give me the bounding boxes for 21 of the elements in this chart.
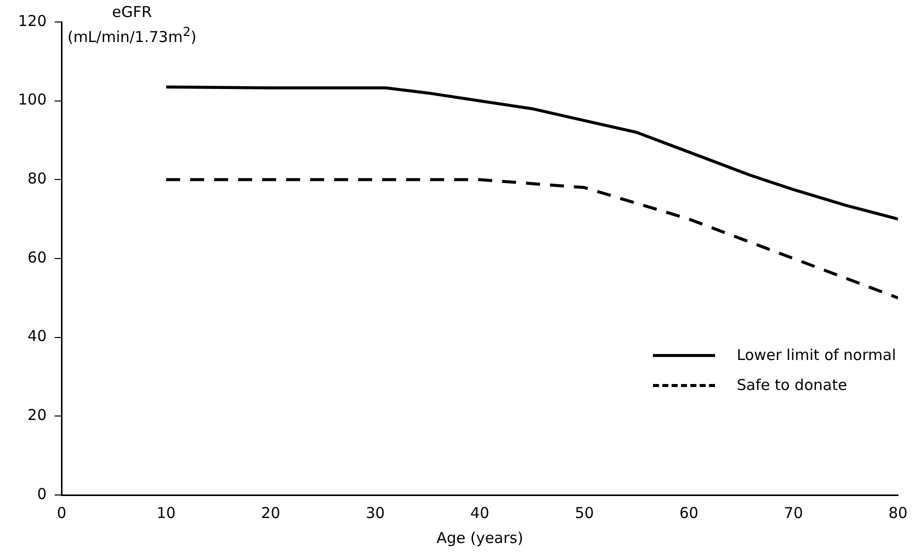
x-tick-label: 50	[574, 504, 594, 522]
x-tick-label: 10	[156, 504, 176, 522]
y-tick-label: 60	[28, 248, 47, 266]
y-tick-label: 20	[28, 406, 47, 424]
x-tick-label: 80	[888, 504, 908, 522]
y-tick-label: 0	[37, 484, 47, 503]
x-tick-label: 70	[784, 504, 803, 522]
y-tick-label: 40	[28, 327, 47, 346]
legend-label: Lower limit of normal	[736, 346, 896, 364]
x-tick-label: 60	[679, 504, 698, 522]
y-tick-label: 80	[28, 170, 47, 188]
legend-label: Safe to donate	[736, 376, 848, 394]
x-tick-label: 40	[470, 504, 490, 522]
x-tick-label: 0	[56, 504, 66, 522]
x-tick-label: 30	[366, 504, 385, 522]
y-tick-label: 100	[18, 90, 47, 109]
line-series	[164, 178, 898, 300]
y-axis-title: eGFR (mL/min/1.73m$^{2}$)	[66, 2, 198, 47]
x-axis-title: Age (years)	[436, 528, 524, 547]
x-tick-label: 20	[261, 504, 280, 522]
y-tick-label: 120	[18, 12, 47, 30]
